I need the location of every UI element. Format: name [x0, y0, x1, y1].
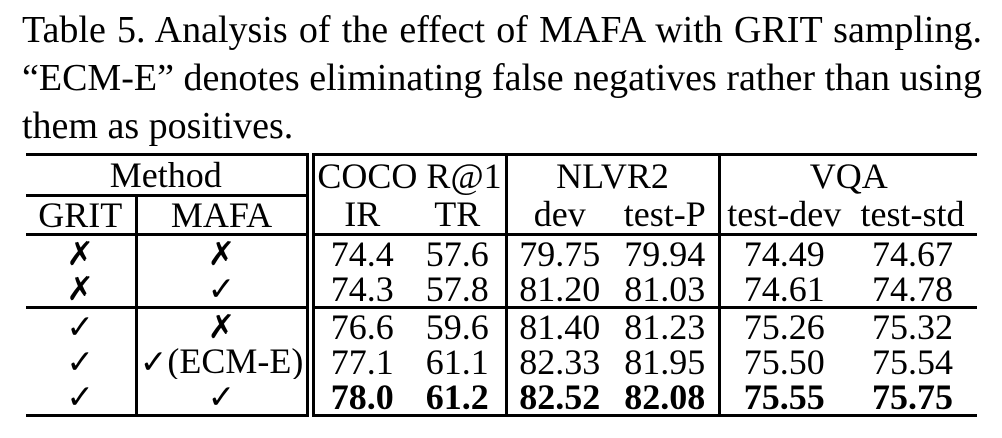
col-header-ir: IR: [310, 195, 410, 236]
value-cell: 74.61: [719, 271, 849, 309]
mafa-mark-cell: ✗: [136, 307, 315, 344]
caption-line-1: Table 5. Analysis of the effect of MAFA …: [22, 9, 982, 51]
check-mark: ✓: [207, 379, 236, 416]
grit-mark-cell: ✓: [26, 307, 138, 344]
value-cell: 75.55: [743, 379, 825, 416]
col-header-grit: GRIT: [26, 195, 138, 236]
grit-mark-cell: ✗: [26, 234, 138, 271]
value-cell: 77.1: [330, 344, 394, 379]
value-cell: 81.95: [612, 344, 721, 379]
value-cell: 78.0: [330, 379, 394, 416]
table-row: ✗ ✗ 74.4 57.6 79.75 79.94 74.49 74.67: [26, 234, 977, 271]
value-cell: 74.49: [743, 234, 825, 271]
value-cell: 75.54: [872, 344, 954, 379]
group-header-row: Method COCO R@1 NLVR2 VQA: [26, 154, 977, 197]
table-row: ✓ ✗ 76.6 59.6 81.40 81.23 75.26 75.32: [26, 307, 977, 344]
value-cell: 59.6: [410, 307, 508, 344]
group-header-vqa: VQA: [809, 155, 888, 196]
value-cell: 81.40: [519, 307, 601, 344]
mafa-mark-cell: ✗: [136, 234, 315, 271]
col-header-dev: dev: [506, 195, 612, 236]
cross-mark: ✗: [66, 271, 95, 308]
table-row: ✓ ✓(ECM-E) 77.1 61.1 82.33 81.95 75.50 7…: [26, 344, 977, 379]
table-caption: Table 5. Analysis of the effect of MAFA …: [0, 0, 1002, 150]
col-header-test-dev: test-dev: [719, 195, 849, 236]
cross-mark: ✗: [66, 234, 95, 271]
sub-header-row: GRIT MAFA IR TR dev test-P test-dev test…: [26, 195, 978, 236]
value-cell: 74.67: [872, 234, 954, 271]
value-cell: 57.8: [410, 271, 508, 309]
value-cell: 81.20: [506, 271, 612, 309]
value-cell: 82.08: [612, 379, 721, 416]
grit-mark-cell: ✗: [26, 271, 138, 309]
table-row-best: ✓ ✓ 78.0 61.2 82.52 82.08 75.55 75.75: [26, 379, 977, 416]
col-header-test-std: test-std: [848, 195, 978, 236]
grit-mark-cell: ✓: [26, 379, 138, 416]
col-header-tr: TR: [410, 195, 508, 236]
value-cell: 61.1: [410, 344, 508, 379]
value-cell: 82.52: [519, 379, 601, 416]
col-header-mafa: MAFA: [136, 195, 315, 236]
grit-mark-cell: ✓: [26, 344, 138, 379]
value-cell: 61.2: [410, 379, 508, 416]
value-cell: 75.26: [743, 307, 825, 344]
mafa-suffix: (ECM-E): [167, 344, 304, 379]
value-cell: 76.6: [330, 307, 394, 344]
value-cell: 81.03: [612, 271, 721, 309]
value-cell: 79.75: [519, 234, 601, 271]
check-mark: ✓: [207, 271, 236, 308]
results-table: Method COCO R@1 NLVR2 VQA GRIT MAFA IR T…: [26, 153, 978, 417]
value-cell: 74.78: [848, 271, 978, 309]
mafa-mark-cell: ✓: [136, 379, 315, 416]
check-mark: ✓: [139, 344, 168, 379]
value-cell: 57.6: [410, 234, 508, 271]
check-mark: ✓: [66, 379, 95, 416]
mafa-mark-cell: ✓(ECM-E): [136, 344, 315, 379]
group-header-method: Method: [26, 154, 315, 197]
group-header-nlvr2: NLVR2: [506, 154, 721, 196]
value-cell: 75.50: [743, 344, 825, 379]
value-cell: 74.3: [310, 271, 410, 309]
caption-line-3: them as positives.: [22, 105, 294, 147]
value-cell: 75.75: [872, 379, 954, 416]
check-mark: ✓: [66, 344, 95, 379]
value-cell: 81.23: [612, 307, 721, 344]
table-row: ✗ ✓ 74.3 57.8 81.20 81.03 74.61 74.78: [26, 271, 978, 309]
value-cell: 74.4: [330, 234, 394, 271]
check-mark: ✓: [66, 307, 95, 344]
value-cell: 82.33: [519, 344, 601, 379]
cross-mark: ✗: [207, 234, 236, 271]
caption-line-2: “ECM-E” denotes eliminating false negati…: [22, 57, 982, 99]
value-cell: 79.94: [612, 234, 721, 271]
mafa-mark-cell: ✓: [136, 271, 315, 309]
cross-mark: ✗: [207, 307, 236, 344]
value-cell: 75.32: [872, 307, 954, 344]
group-header-coco-r1: COCO R@1: [310, 154, 508, 196]
col-header-test-p: test-P: [612, 195, 721, 236]
